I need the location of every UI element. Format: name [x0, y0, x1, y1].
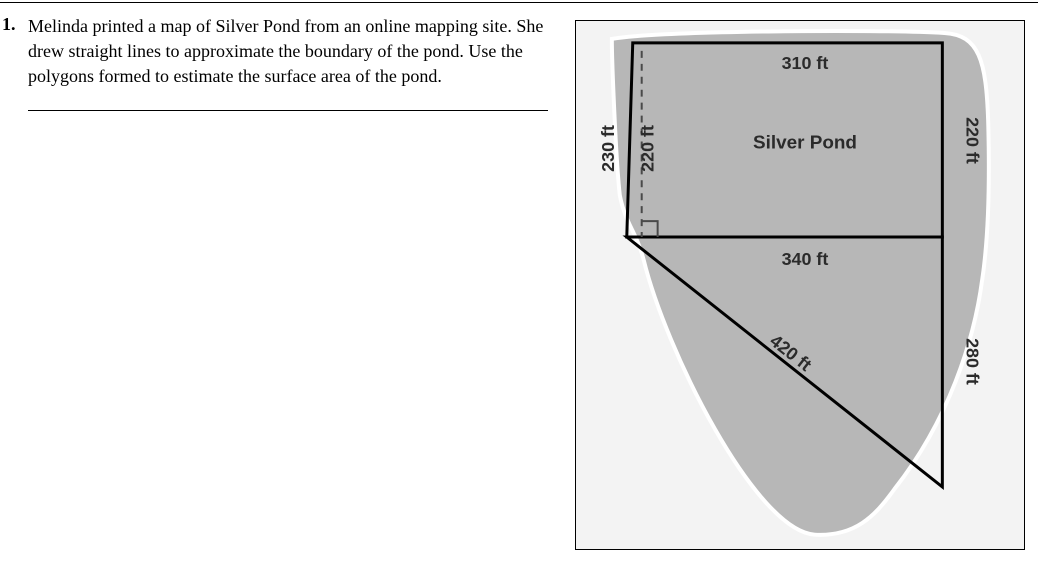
- diagram-svg: 310 ft Silver Pond 340 ft 420 ft 220 ft …: [576, 21, 1024, 549]
- label-right-lower: 280 ft: [962, 338, 982, 385]
- label-mid: 340 ft: [782, 249, 829, 269]
- figure-area: 310 ft Silver Pond 340 ft 420 ft 220 ft …: [575, 20, 1025, 560]
- question-text: Melinda printed a map of Silver Pond fro…: [28, 14, 558, 90]
- label-top: 310 ft: [782, 53, 829, 73]
- answer-line: [28, 110, 548, 111]
- label-title: Silver Pond: [753, 132, 857, 153]
- label-right-upper: 220 ft: [962, 117, 982, 164]
- question-number: 1.: [0, 14, 28, 111]
- pond-blob: [612, 31, 989, 535]
- question-text-block: Melinda printed a map of Silver Pond fro…: [28, 14, 558, 111]
- label-left-outer: 230 ft: [598, 125, 618, 172]
- figure-frame: 310 ft Silver Pond 340 ft 420 ft 220 ft …: [575, 20, 1025, 550]
- label-left-inner: 220 ft: [638, 125, 658, 172]
- top-rule: [0, 2, 1038, 3]
